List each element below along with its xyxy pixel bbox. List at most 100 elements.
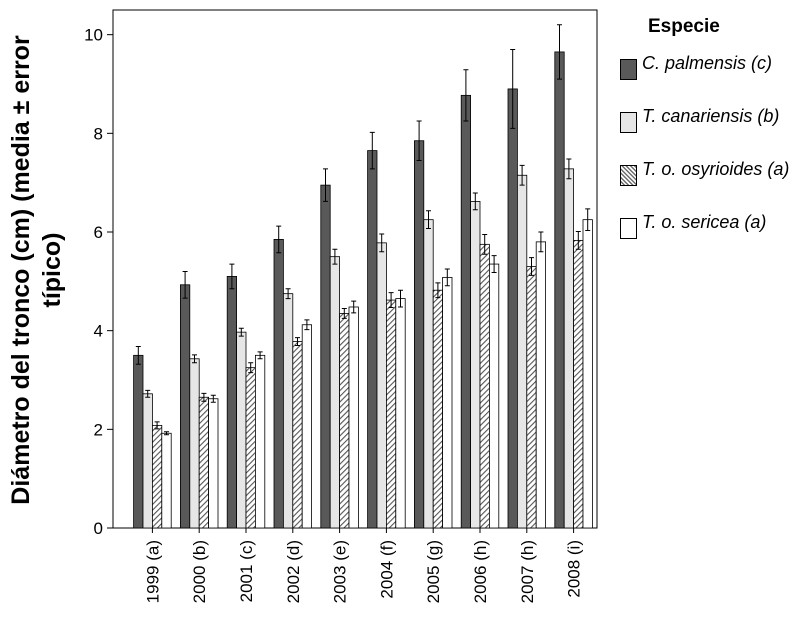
error-bar [585, 208, 591, 232]
error-bar [388, 292, 394, 308]
x-tick-label: 2005 (g) [424, 540, 443, 603]
legend-item: C. palmensis (c) [620, 53, 792, 80]
error-bar [238, 327, 244, 337]
error-bar [379, 233, 385, 253]
x-tick-label: 2003 (e) [331, 540, 350, 603]
error-bar [398, 289, 403, 308]
bar [142, 393, 153, 529]
bar [329, 256, 341, 529]
bar [535, 241, 547, 529]
error-bar [444, 268, 450, 287]
bar [179, 284, 191, 529]
legend-item: T. o. sericea (a) [620, 212, 792, 239]
bar [292, 341, 303, 529]
error-bar [145, 389, 151, 398]
legend-label: C. palmensis (c) [642, 53, 773, 73]
bar [151, 424, 163, 529]
error-bar [182, 270, 188, 299]
error-bar [351, 300, 357, 314]
y-tick-label: 4 [94, 322, 103, 341]
legend-label: T. o. osyrioides (a) [642, 159, 790, 179]
bar [339, 312, 350, 529]
x-tick-label: 2001 (c) [237, 540, 256, 602]
legend-swatch [620, 59, 637, 80]
legend-label: T. o. sericea (a) [642, 212, 767, 232]
bar [563, 168, 575, 529]
bar [554, 51, 565, 529]
bar [385, 299, 397, 529]
x-tick-label: 1999 (a) [143, 540, 162, 603]
bar [376, 242, 387, 529]
bar [161, 432, 172, 529]
error-bar [519, 164, 525, 186]
error-bar [135, 345, 141, 365]
bar [348, 306, 359, 529]
error-bar [257, 351, 263, 360]
bar [189, 358, 200, 529]
error-bar [295, 337, 300, 346]
error-bar [201, 392, 207, 402]
bar [507, 88, 518, 529]
x-tick-label: 2000 (b) [190, 540, 209, 603]
error-bar [192, 354, 197, 364]
error-bar [229, 263, 235, 290]
bar [226, 275, 237, 529]
error-bar [529, 257, 534, 276]
bar [432, 289, 444, 529]
legend-item: T. o. osyrioides (a) [620, 159, 792, 186]
legend-swatch [620, 112, 637, 133]
y-tick-label: 8 [94, 124, 103, 143]
x-tick-label: 2004 (f) [377, 540, 396, 599]
y-tick-label: 0 [94, 519, 103, 538]
bar [301, 324, 313, 529]
bar [245, 367, 256, 529]
error-bar [332, 248, 338, 265]
error-bar [538, 231, 544, 253]
bar [582, 219, 593, 529]
legend-label: T. canariensis (b) [642, 106, 780, 126]
error-bar [164, 431, 169, 436]
bar [479, 243, 490, 529]
x-tick-label: 2007 (h) [518, 540, 537, 603]
error-bar [285, 288, 291, 300]
legend-swatch [620, 218, 637, 239]
error-bar [510, 48, 516, 129]
error-bar [435, 282, 441, 299]
error-bar [210, 394, 216, 403]
bar [573, 239, 584, 529]
error-bar [482, 233, 488, 255]
bar [254, 354, 266, 529]
bar [470, 201, 481, 529]
legend-title: Especie [648, 16, 720, 37]
bar [133, 354, 144, 529]
error-bar [426, 210, 431, 230]
bar [208, 398, 219, 529]
bar [423, 219, 434, 529]
legend-item: T. canariensis (b) [620, 106, 792, 133]
y-tick-label: 10 [84, 26, 103, 45]
legend-swatch [620, 165, 637, 186]
error-bar [323, 168, 328, 202]
bar [395, 298, 406, 529]
error-bar [566, 158, 572, 180]
bar [367, 150, 378, 529]
bar [198, 396, 209, 529]
bar [460, 94, 472, 529]
error-bar [341, 307, 347, 319]
error-bar [304, 319, 310, 331]
bar [413, 140, 425, 529]
bar [273, 238, 284, 529]
error-bar [491, 255, 497, 273]
bar [282, 293, 294, 529]
error-bar [472, 192, 478, 211]
y-tick-label: 6 [94, 223, 103, 242]
y-axis-title: Diámetro del tronco (cm) (media ± error … [7, 35, 66, 505]
error-bar [248, 362, 254, 374]
error-bar [154, 421, 160, 430]
bar [517, 174, 528, 529]
bar [320, 184, 331, 529]
x-tick-label: 2008 (i) [565, 540, 584, 598]
bar [442, 276, 453, 529]
